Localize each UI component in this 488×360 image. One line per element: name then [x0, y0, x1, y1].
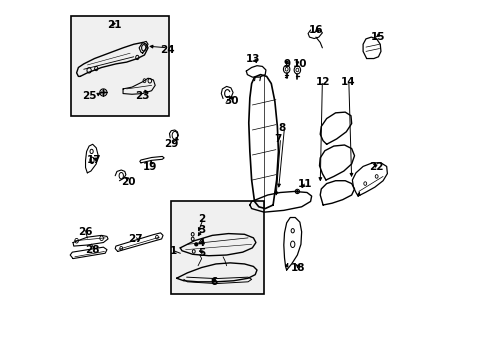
- FancyBboxPatch shape: [171, 202, 264, 294]
- Text: 13: 13: [245, 54, 260, 64]
- Text: 4: 4: [198, 238, 205, 248]
- Text: 30: 30: [224, 96, 239, 107]
- Text: 24: 24: [160, 45, 175, 55]
- Text: 27: 27: [128, 234, 142, 244]
- Text: 2: 2: [198, 214, 205, 224]
- Text: 14: 14: [340, 77, 355, 87]
- Text: 16: 16: [308, 25, 323, 35]
- Text: 11: 11: [297, 179, 312, 189]
- Text: 9: 9: [283, 59, 290, 69]
- Text: 5: 5: [198, 248, 205, 258]
- Circle shape: [194, 243, 197, 246]
- Text: 18: 18: [290, 262, 305, 273]
- Text: 29: 29: [164, 139, 178, 149]
- Text: 25: 25: [81, 91, 96, 101]
- Text: 20: 20: [121, 177, 135, 187]
- Text: 8: 8: [278, 123, 285, 133]
- Text: 12: 12: [315, 77, 330, 87]
- Text: 23: 23: [135, 91, 150, 101]
- Text: 21: 21: [107, 19, 121, 30]
- Text: 7: 7: [274, 134, 282, 144]
- Text: 19: 19: [142, 162, 157, 172]
- FancyBboxPatch shape: [71, 16, 169, 116]
- Text: 26: 26: [78, 227, 93, 237]
- Text: 6: 6: [210, 277, 217, 287]
- Text: 17: 17: [87, 156, 102, 165]
- Text: 15: 15: [370, 32, 385, 42]
- Text: 22: 22: [368, 162, 383, 172]
- Text: 28: 28: [85, 245, 100, 255]
- Text: 1: 1: [169, 247, 176, 256]
- Text: 10: 10: [292, 59, 306, 69]
- Text: 3: 3: [198, 225, 205, 235]
